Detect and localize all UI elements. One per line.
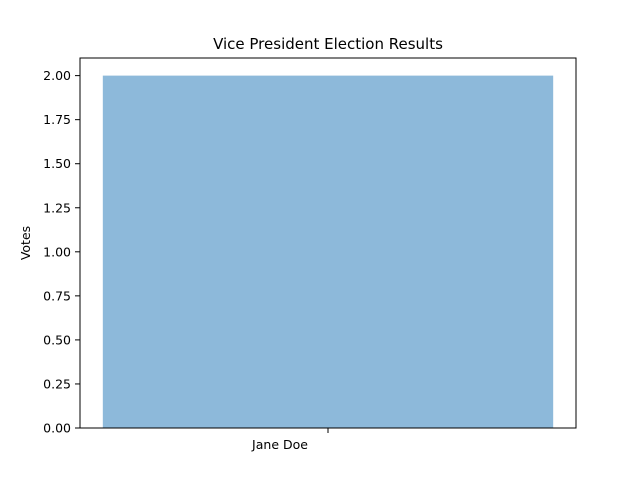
y-axis-label: Votes [18, 226, 33, 260]
y-tick-label: 1.25 [43, 200, 71, 215]
bars-layer [102, 75, 554, 428]
y-axis-ticks: 0.00 0.25 0.50 0.75 1.00 1.25 1.50 1.75 2.00 [43, 68, 80, 436]
x-tick-label: Jane Doe [251, 437, 308, 452]
y-tick-label: 1.50 [43, 156, 71, 171]
chart-title: Vice President Election Results [213, 35, 443, 53]
y-tick-label: 0.00 [43, 421, 71, 436]
plot-frame [79, 57, 577, 429]
y-tick-label: 0.25 [43, 376, 71, 391]
y-tick-label: 1.75 [43, 112, 71, 127]
bar [102, 75, 554, 428]
x-axis-ticks: Jane Doe [251, 428, 329, 452]
y-tick-label: 0.75 [43, 288, 71, 303]
y-tick-label: 0.50 [43, 332, 71, 347]
y-tick-label: 1.00 [43, 244, 71, 259]
y-tick-label: 2.00 [43, 68, 71, 83]
